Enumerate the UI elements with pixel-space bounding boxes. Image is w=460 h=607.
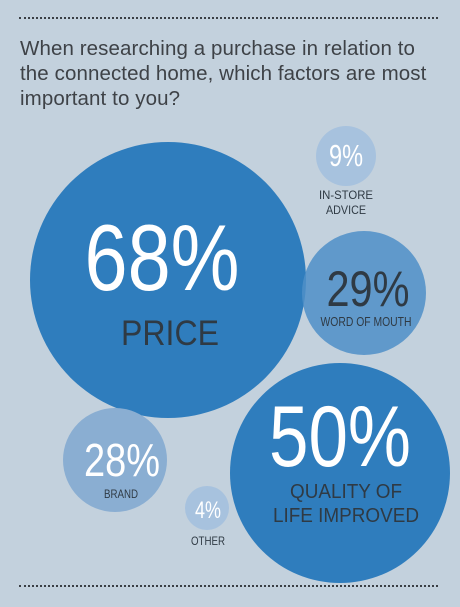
value-label-price: 68% <box>85 205 240 310</box>
value-label-quality-of-life-improved: 50% <box>269 389 411 485</box>
bubble-price <box>30 142 306 418</box>
bubble-word-of-mouth <box>302 231 426 355</box>
question-title: When researching a purchase in relation … <box>20 37 427 110</box>
category-label-brand-line-1: BRAND <box>104 487 138 501</box>
value-label-word-of-mouth: 29% <box>327 261 410 317</box>
value-label-brand: 28% <box>84 434 160 486</box>
value-label-in-store-advice: 9% <box>329 138 363 173</box>
bubble-other <box>185 486 229 530</box>
category-label-quality-of-life-improved-line-1: QUALITY OF <box>290 481 402 503</box>
category-label-in-store-advice-line-2: ADVICE <box>326 203 366 217</box>
bubble-in-store-advice <box>316 126 376 186</box>
category-label-other-line-1: OTHER <box>191 534 225 548</box>
category-label-price-line-1: PRICE <box>121 314 219 353</box>
bubble-quality-of-life-improved <box>230 363 450 583</box>
category-label-quality-of-life-improved-line-2: LIFE IMPROVED <box>273 505 419 527</box>
top-dotted-divider <box>19 17 438 19</box>
bubble-brand <box>63 408 167 512</box>
bottom-dotted-divider <box>19 585 438 587</box>
value-label-other: 4% <box>195 497 221 524</box>
category-label-word-of-mouth-line-1: WORD OF MOUTH <box>321 315 412 329</box>
category-label-in-store-advice-line-1: IN-STORE <box>319 188 373 202</box>
